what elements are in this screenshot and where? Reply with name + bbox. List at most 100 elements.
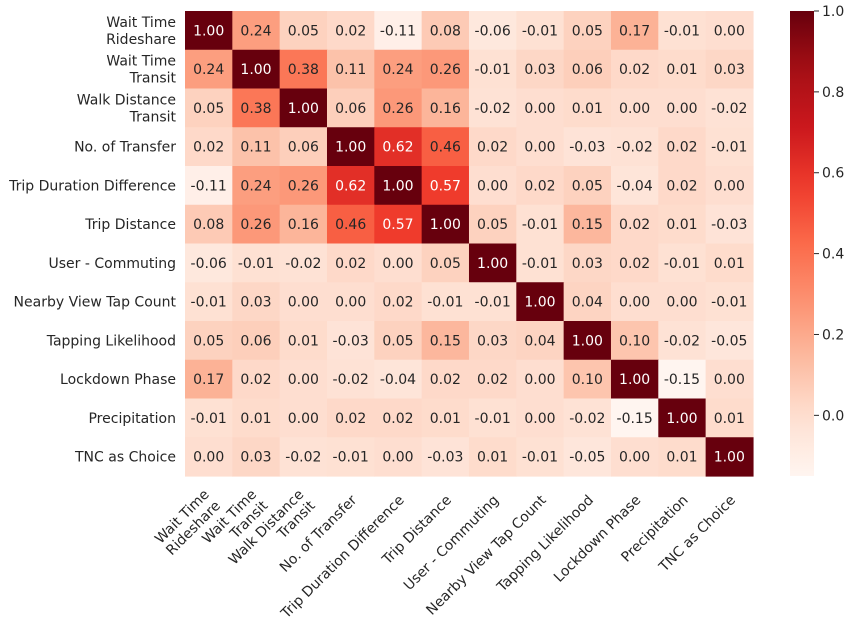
heatmap-cell-7-9 bbox=[610, 282, 659, 322]
heatmap-cell-0-1 bbox=[232, 11, 281, 51]
row-label-9: Lockdown Phase bbox=[60, 372, 176, 388]
cell-value-label: -0.03 bbox=[569, 140, 605, 156]
cell-value-label: -0.02 bbox=[664, 333, 700, 349]
heatmap-cell-4-5 bbox=[421, 166, 470, 206]
heatmap-cell-8-3 bbox=[326, 321, 375, 361]
heatmap-cell-6-5 bbox=[421, 243, 470, 283]
heatmap-cell-6-1 bbox=[232, 243, 281, 283]
heatmap-cell-0-7 bbox=[516, 11, 565, 51]
cell-value-label: 1.00 bbox=[714, 450, 745, 466]
cell-value-label: 0.16 bbox=[288, 217, 319, 233]
heatmap-cell-2-4 bbox=[374, 88, 423, 128]
cell-value-label: 0.46 bbox=[335, 217, 366, 233]
heatmap-cell-5-8 bbox=[563, 204, 612, 245]
heatmap-cell-3-7 bbox=[516, 127, 565, 167]
heatmap-cell-8-5 bbox=[421, 321, 470, 361]
cell-value-label: 0.08 bbox=[193, 217, 224, 233]
cell-value-label: -0.01 bbox=[522, 256, 558, 272]
heatmap-cell-9-7 bbox=[516, 359, 565, 400]
heatmap-cell-7-4 bbox=[374, 282, 423, 322]
heatmap-cell-4-4 bbox=[374, 166, 423, 206]
heatmap-cell-6-8 bbox=[563, 243, 612, 283]
heatmap-cell-11-7 bbox=[516, 437, 565, 477]
heatmap-cell-2-5 bbox=[421, 88, 470, 128]
heatmap-cell-11-6 bbox=[468, 437, 517, 477]
cell-value-label: 0.02 bbox=[477, 372, 508, 388]
heatmap-cell-3-11 bbox=[705, 127, 754, 167]
heatmap-cell-5-9 bbox=[610, 204, 659, 245]
heatmap-cell-2-3 bbox=[326, 88, 375, 128]
heatmap-cell-8-6 bbox=[468, 321, 517, 361]
cell-value-label: 0.06 bbox=[572, 62, 603, 78]
heatmap-cell-1-4 bbox=[374, 49, 423, 90]
cell-value-label: 0.05 bbox=[572, 178, 603, 194]
heatmap-cell-11-5 bbox=[421, 437, 470, 477]
cell-value-label: -0.02 bbox=[285, 256, 321, 272]
row-label-6: User - Commuting bbox=[49, 256, 177, 272]
cell-value-label: 0.11 bbox=[240, 140, 271, 156]
heatmap-cell-5-6 bbox=[468, 204, 517, 245]
cell-value-label: 0.00 bbox=[193, 450, 224, 466]
cell-value-label: 0.05 bbox=[430, 256, 461, 272]
heatmap-cell-8-11 bbox=[705, 321, 754, 361]
cell-value-label: 0.24 bbox=[240, 178, 271, 194]
cell-value-label: 0.26 bbox=[382, 101, 413, 117]
heatmap-cell-5-11 bbox=[705, 204, 754, 245]
cell-value-label: 0.02 bbox=[619, 256, 650, 272]
cell-value-label: 0.05 bbox=[382, 333, 413, 349]
cell-value-label: 0.10 bbox=[619, 333, 650, 349]
heatmap-cell-5-4 bbox=[374, 204, 423, 245]
heatmap-cell-4-6 bbox=[468, 166, 517, 206]
cell-value-label: 0.06 bbox=[240, 333, 271, 349]
cell-value-label: 0.00 bbox=[335, 295, 366, 311]
cell-value-label: 0.17 bbox=[193, 372, 224, 388]
cell-value-label: 0.05 bbox=[288, 23, 319, 39]
heatmap-cell-8-1 bbox=[232, 321, 281, 361]
heatmap-cell-0-11 bbox=[705, 11, 754, 51]
cell-value-label: 0.01 bbox=[240, 411, 271, 427]
colorbar-tick-label: 0.2 bbox=[822, 327, 844, 343]
cell-value-label: -0.01 bbox=[711, 140, 747, 156]
heatmap-cell-11-9 bbox=[610, 437, 659, 477]
cell-value-label: -0.01 bbox=[191, 411, 227, 427]
row-label-11: TNC as Choice bbox=[74, 450, 176, 466]
cell-value-label: -0.01 bbox=[191, 295, 227, 311]
cell-value-label: 0.00 bbox=[619, 295, 650, 311]
cell-value-label: -0.02 bbox=[617, 140, 653, 156]
heatmap-cell-7-5 bbox=[421, 282, 470, 322]
colorbar-tick-label: 0.6 bbox=[822, 166, 844, 182]
cell-value-label: 0.03 bbox=[240, 450, 271, 466]
cell-value-label: 0.03 bbox=[240, 295, 271, 311]
heatmap-cell-1-8 bbox=[563, 49, 612, 90]
heatmap-cell-4-0 bbox=[185, 166, 233, 206]
cell-value-label: 1.00 bbox=[288, 101, 319, 117]
cell-value-label: 0.03 bbox=[714, 62, 745, 78]
heatmap-cell-8-2 bbox=[279, 321, 328, 361]
heatmap-cell-0-8 bbox=[563, 11, 612, 51]
cell-value-label: 0.00 bbox=[524, 411, 555, 427]
cell-value-label: 0.02 bbox=[430, 372, 461, 388]
heatmap-cell-1-6 bbox=[468, 49, 517, 90]
cell-value-label: 0.02 bbox=[666, 178, 697, 194]
heatmap-cell-2-0 bbox=[185, 88, 233, 128]
heatmap-cell-3-2 bbox=[279, 127, 328, 167]
cell-value-label: -0.05 bbox=[711, 333, 747, 349]
cell-value-label: 0.05 bbox=[572, 23, 603, 39]
heatmap-cell-2-7 bbox=[516, 88, 565, 128]
cell-value-label: -0.01 bbox=[238, 256, 274, 272]
cell-value-label: 0.24 bbox=[382, 62, 413, 78]
cell-value-label: -0.01 bbox=[664, 256, 700, 272]
heatmap-cell-7-0 bbox=[185, 282, 233, 322]
heatmap-cell-2-6 bbox=[468, 88, 517, 128]
heatmap-cell-9-0 bbox=[185, 359, 233, 400]
cell-value-label: 1.00 bbox=[193, 23, 224, 39]
heatmap-cell-5-5 bbox=[421, 204, 470, 245]
heatmap-cell-4-8 bbox=[563, 166, 612, 206]
heatmap-cell-5-7 bbox=[516, 204, 565, 245]
heatmap-cell-2-11 bbox=[705, 88, 754, 128]
cell-value-label: 0.03 bbox=[524, 62, 555, 78]
cell-value-label: -0.01 bbox=[522, 23, 558, 39]
heatmap-cell-0-5 bbox=[421, 11, 470, 51]
cell-value-label: -0.03 bbox=[333, 333, 369, 349]
cell-value-label: 0.00 bbox=[524, 101, 555, 117]
